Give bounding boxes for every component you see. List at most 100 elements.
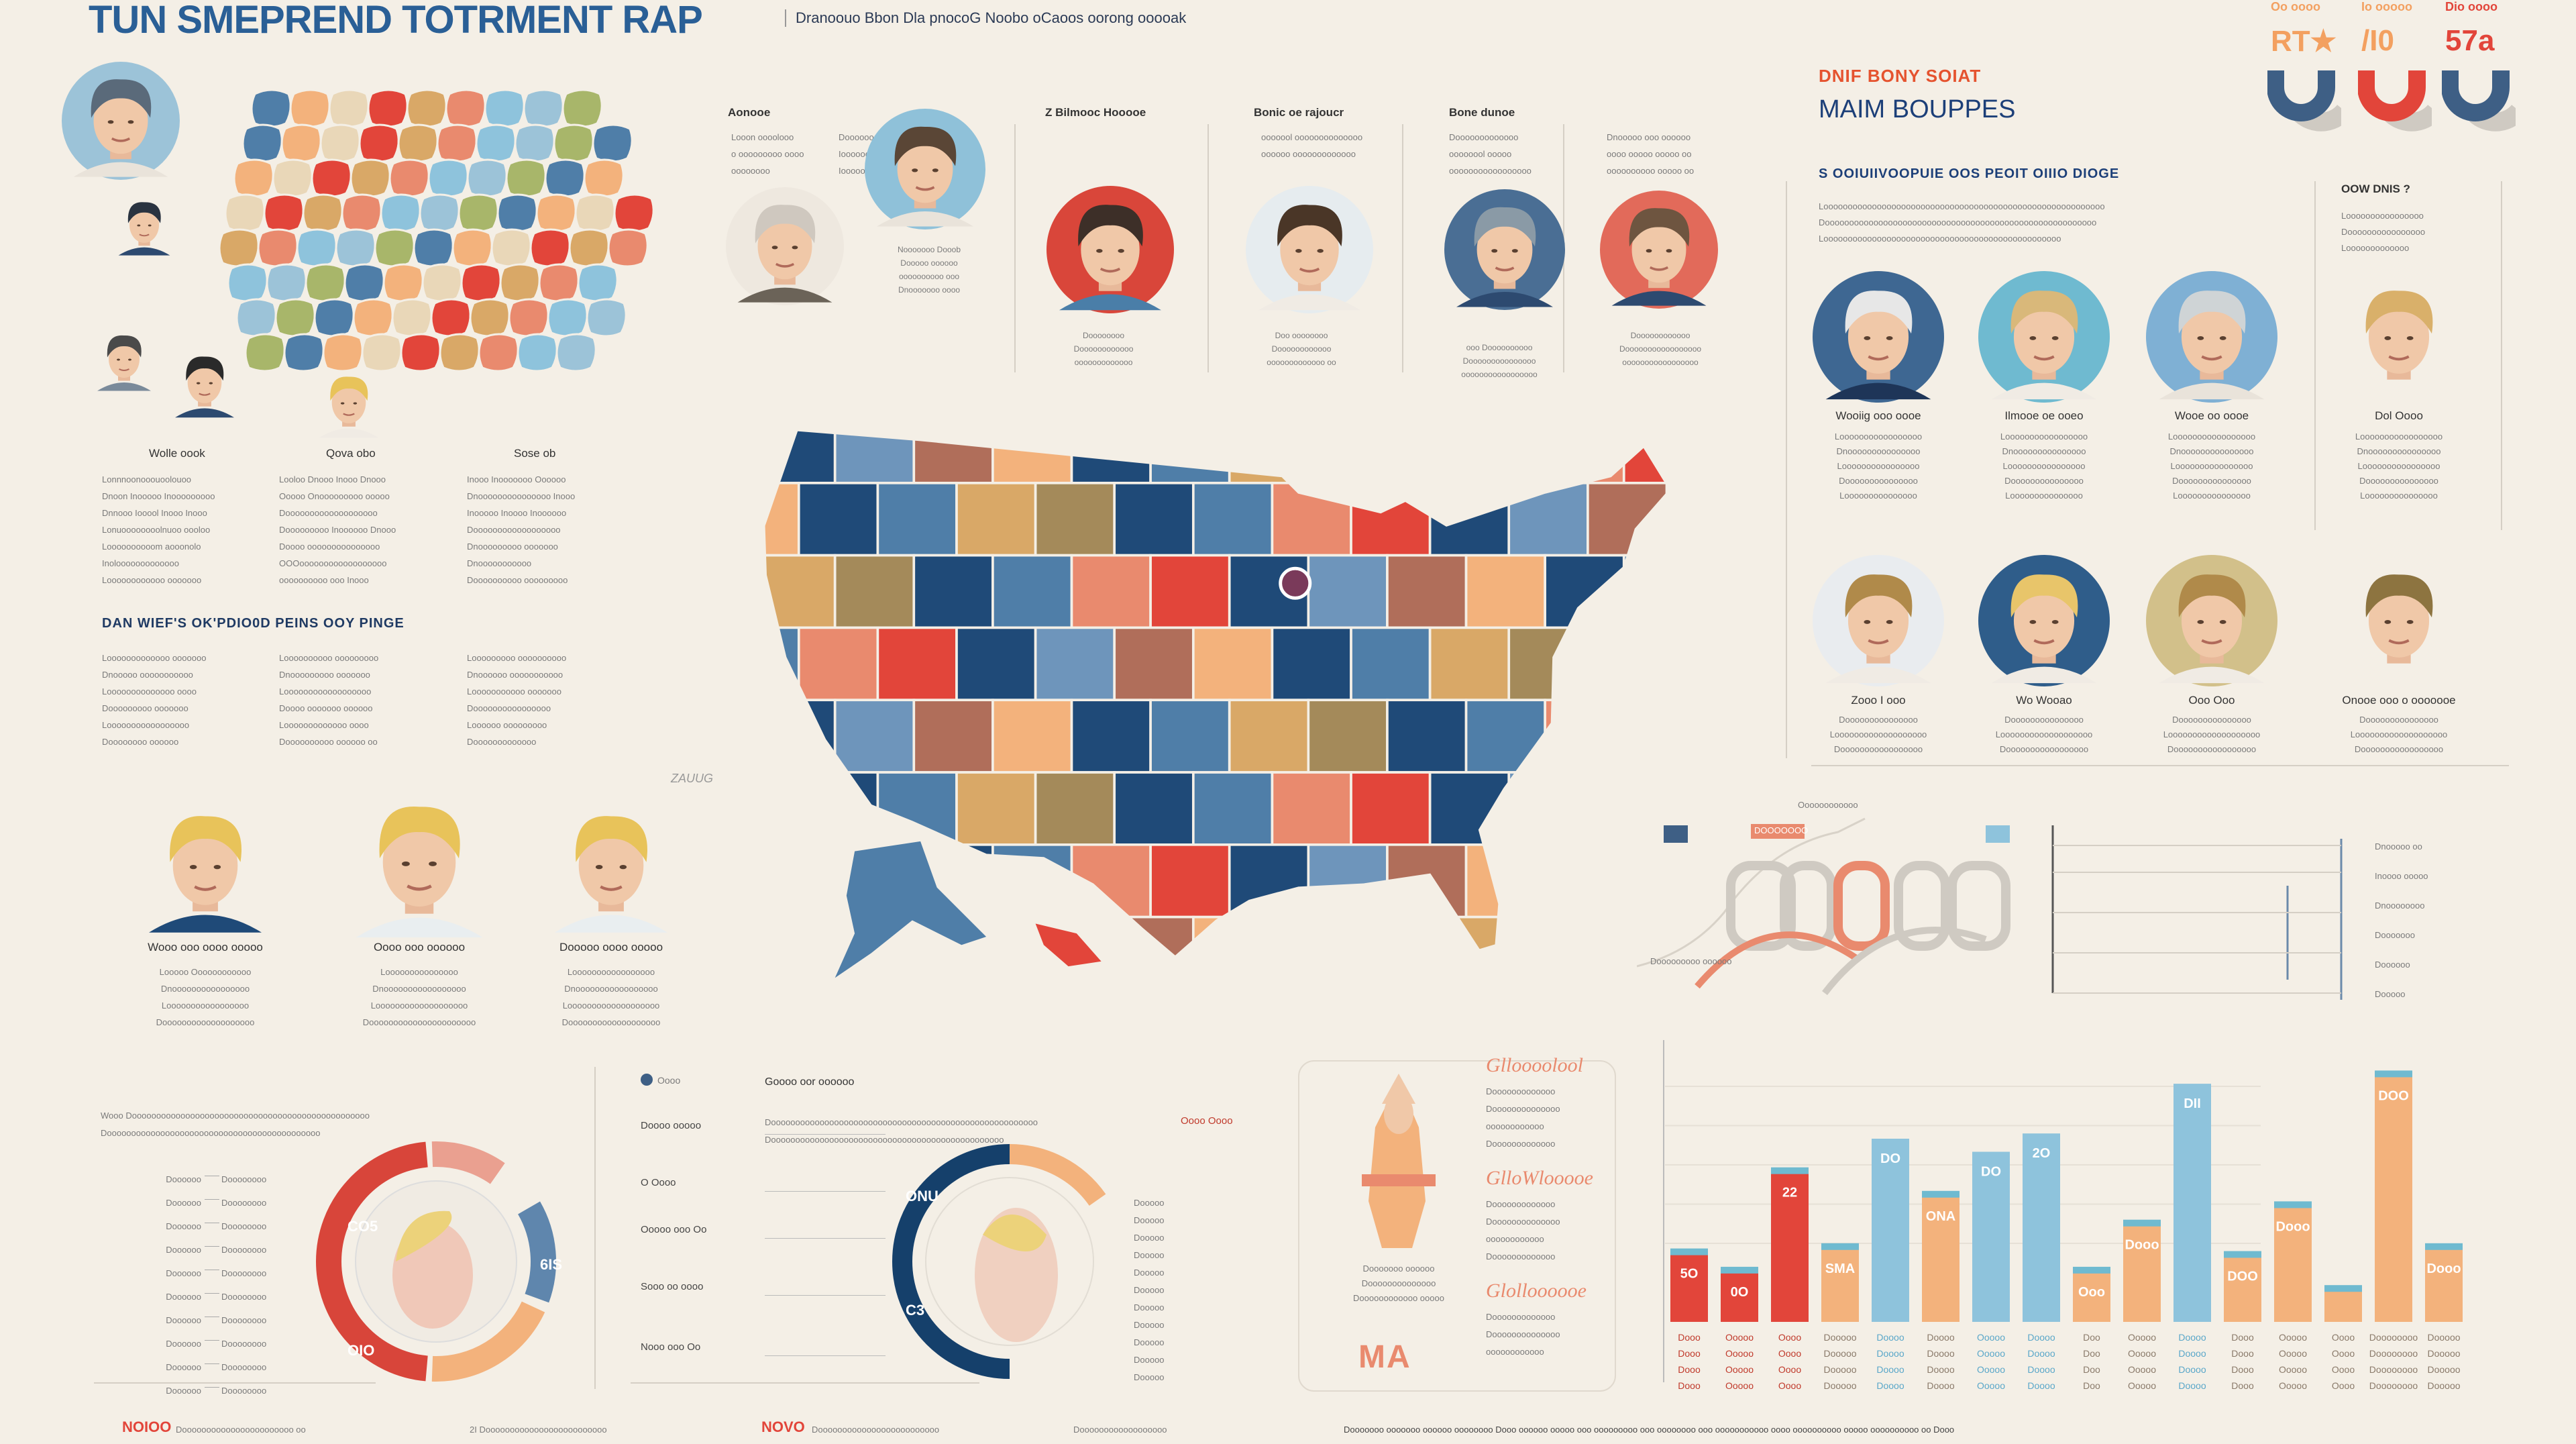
text-line: Doooo ooooooo oooooo [279,703,373,713]
bar-cap [1821,1243,1859,1250]
portrait-avatar [2146,555,2277,686]
text-line: Dooooo [1134,1233,1165,1243]
decorative-arch [1780,861,1836,951]
text-line: Ooooo Onooooooooo ooooo [279,491,390,501]
category-label: Dooo [2231,1364,2254,1375]
state-blob [380,193,421,233]
text-line: OOOoooooooooooooooooo [279,558,387,568]
text-line: Dooooooooooooo [467,737,537,747]
state-blob [302,193,343,233]
script-label: Glolloooooe [1486,1280,1587,1302]
section-label: Wolle oook [149,447,205,460]
page-subtitle: Dranoouo Bbon Dla pnocoG Noobo oCaoos oo… [785,9,1186,27]
state-blob [490,228,532,268]
category-label: Oooo [1778,1364,1801,1375]
category-label: Ooooo [2279,1348,2307,1359]
state-blob [352,298,394,338]
legend-connector [205,1387,219,1388]
state-blob [478,333,519,372]
text-line: Looon oooolooo [731,132,794,142]
text-line: ooooooooooooooooo [1622,358,1699,367]
state-blob [382,263,424,303]
note-text: Dooooooo ooooooo oooooo oooooooo Dooo oo… [1344,1425,1955,1435]
text-line: Doooooo [166,1315,201,1325]
text-line: Looooooooooooooooooo [2350,729,2448,739]
text-line: Looooooooooooooooo [2355,431,2443,442]
text-line: Loooooooooooo ooooooo [102,575,202,585]
state-shape [1070,554,1152,629]
caption: Doooooooo Doooooooooooo ooooooooooooo [1046,329,1161,369]
legend-connector [205,1340,219,1341]
bar [1821,1248,1859,1322]
text-line: Dnooooo oo [2375,841,2422,852]
state-shape [991,699,1073,774]
poster-panel [1298,1060,1616,1392]
text-line: oooooooo [731,166,770,176]
category-label: Dooooo [1823,1332,1856,1343]
text-line: Doooooooo [221,1315,267,1325]
state-blob [466,158,508,198]
intro-text: Dooooooooooooooooooooooooooooooooooooooo… [765,1114,1038,1149]
bar [2073,1272,2110,1322]
u-shape-icon [2442,70,2516,132]
state-shape [1587,481,1668,557]
donut-segment [431,1141,505,1184]
text-line: Doooooooo [221,1174,267,1184]
category-label: Doooo [1927,1332,1954,1343]
bar-cap [1922,1190,1960,1198]
state-blob [460,263,502,303]
state-blob [419,193,460,233]
text-line: Dooooooooooooooo [2359,715,2438,725]
state-blob [538,263,580,303]
state-blob [613,193,655,233]
text-line: Inolooooooooooooo [102,558,179,568]
category-label: Doooo [1927,1348,1954,1359]
state-blob [257,228,299,268]
text-line: oooo ooooo ooooo oo [1607,149,1692,159]
category-label: Ooooo [1977,1332,2005,1343]
state-shape [764,554,837,629]
text-line: Doooooooo [221,1245,267,1255]
right-title: MAIM BOUPPES [1819,95,2016,123]
donut-chart-center: ONU C3 [892,1144,1106,1379]
text-line: Dooooooooooooooo [2004,476,2084,486]
state-blob [305,263,346,303]
text-line: oooooool ooooo [1449,149,1512,159]
hawaii-shape [1035,923,1102,967]
category-label: Doooo [2027,1380,2055,1389]
portrait-avatar [1978,271,2110,403]
text-line: Dnooooooooooooooo [1836,446,1921,456]
person-bio: Dooooooooooooooo Looooooooooooooooooo Dooo… [1805,713,1952,757]
category-label: Dooo [2231,1348,2254,1359]
person-bio: Looooooooooooooooo Dnooooooooooooooo Loooo… [1970,429,2118,503]
bar-cap [1721,1266,1758,1274]
category-label: Dooooo [2427,1364,2460,1375]
state-blob [397,123,439,163]
state-blob [436,123,478,163]
category-label: Dooooo [2427,1380,2460,1389]
state-blob [574,193,616,233]
text-line: Dooooooooooooo [1449,132,1519,142]
text-line: Loooooooooooooooo [2170,461,2253,471]
state-blob [218,228,260,268]
legend-dot-icon [641,1074,653,1086]
text-line: Loooooooooo ooooooooo [279,653,379,663]
state-shape [1622,699,1668,774]
category-label: Ooooo [1725,1380,1754,1389]
state-blob [311,158,352,198]
mini-line-chart [1637,817,2343,1000]
text-line: Doooooooo [221,1339,267,1349]
text-line: Dnooooooooooooooo [2002,446,2086,456]
category-label: Doo [2083,1348,2100,1359]
text-line: Dooooooooooooooooooooooooooooooooooooooo… [765,1135,1004,1145]
state-shape [1350,481,1432,557]
category-label: Doooo [2027,1364,2055,1375]
bar [1972,1151,2010,1322]
state-shape [764,481,800,557]
text-line: Looooooooooooooooooooooooooooooooooooooo… [1819,201,2105,211]
category-label: Doooo [1876,1380,1904,1389]
bar [2324,1290,2362,1322]
state-blob [592,123,633,163]
portrait-avatar [555,816,667,933]
text-line: ooooooooooooo oo [1267,358,1336,367]
